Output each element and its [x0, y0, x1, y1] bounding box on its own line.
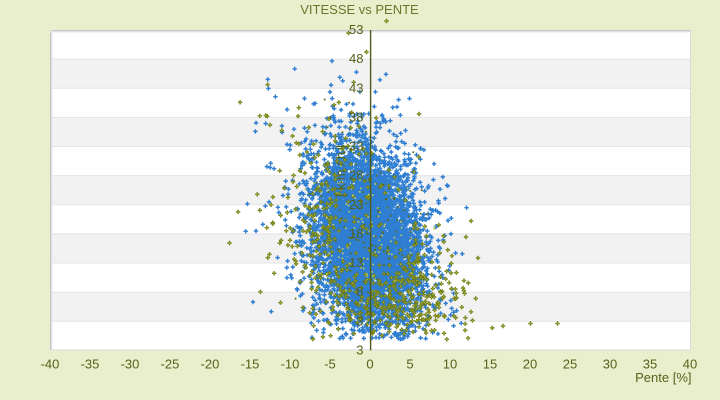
svg-text:-35: -35 [81, 357, 100, 372]
svg-text:30: 30 [603, 357, 617, 372]
svg-text:VITESSE vs PENTE: VITESSE vs PENTE [300, 2, 419, 17]
svg-text:15: 15 [483, 357, 497, 372]
svg-text:28: 28 [349, 168, 363, 183]
svg-text:-15: -15 [241, 357, 260, 372]
svg-text:-10: -10 [281, 357, 300, 372]
svg-text:33: 33 [349, 139, 363, 154]
svg-text:43: 43 [349, 80, 363, 95]
svg-text:-40: -40 [41, 357, 60, 372]
svg-text:-5: -5 [324, 357, 336, 372]
svg-text:8: 8 [356, 284, 363, 299]
svg-text:Pente [%]: Pente [%] [635, 370, 691, 385]
svg-text:40: 40 [683, 357, 697, 372]
svg-text:18: 18 [349, 226, 363, 241]
svg-text:10: 10 [443, 357, 457, 372]
svg-text:3: 3 [356, 342, 363, 357]
svg-text:53: 53 [349, 22, 363, 37]
svg-text:[km/h]: [km/h] [334, 145, 348, 197]
svg-text:38: 38 [349, 109, 363, 124]
svg-text:0: 0 [366, 357, 373, 372]
svg-text:35: 35 [643, 357, 657, 372]
svg-text:20: 20 [523, 357, 537, 372]
svg-text:5: 5 [406, 357, 413, 372]
svg-text:3: 3 [356, 313, 363, 328]
svg-text:23: 23 [349, 197, 363, 212]
svg-text:-30: -30 [121, 357, 140, 372]
svg-text:48: 48 [349, 51, 363, 66]
svg-text:-25: -25 [161, 357, 180, 372]
svg-text:13: 13 [349, 255, 363, 270]
svg-text:-20: -20 [201, 357, 220, 372]
svg-text:25: 25 [563, 357, 577, 372]
